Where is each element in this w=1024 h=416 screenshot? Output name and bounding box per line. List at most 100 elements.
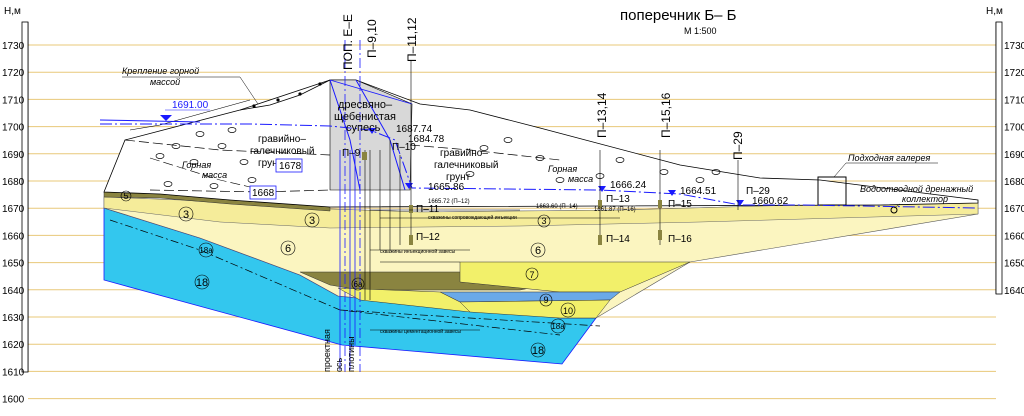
label-sandy-3: супесь <box>346 122 381 134</box>
pebble <box>239 159 249 165</box>
right-axis-label: 1640 <box>1004 286 1024 297</box>
section-p1516: П–15,16 <box>659 92 673 138</box>
pebble <box>217 143 227 149</box>
right-axis-unit: Н,м <box>986 6 1003 17</box>
label-wells-cement: скважины цементационной завесы <box>380 328 461 335</box>
label-gallery: Подходная галерея <box>848 153 930 163</box>
piezo-p16: П–16 <box>668 234 692 245</box>
label-rock-fastening-1: Крепление горной <box>122 66 199 76</box>
pebble <box>189 159 199 165</box>
right-axis-label: 1670 <box>1004 204 1024 215</box>
pebble <box>711 169 721 175</box>
pebble <box>209 183 219 189</box>
pebble <box>247 177 257 183</box>
wl-1684: 1684.78 <box>408 134 445 145</box>
label-rock-mass-left-1: Горная <box>182 160 211 170</box>
right-axis-label: 1720 <box>1004 68 1024 79</box>
label-gravel-right-3: грунт <box>446 172 471 183</box>
left-axis-unit: Н,м <box>4 6 21 17</box>
left-axis-label: 1620 <box>2 340 25 351</box>
right-axis-label: 1650 <box>1004 259 1024 270</box>
right-axis-label: 1680 <box>1004 177 1024 188</box>
left-axis-label: 1600 <box>2 395 25 406</box>
pebble <box>615 157 625 163</box>
pebble <box>659 169 669 175</box>
label-rock-mass-right-2: масса <box>568 174 593 184</box>
pebble <box>465 171 475 177</box>
wl-1664: 1664.51 <box>680 186 717 197</box>
label-wells-accompany: скважины сопровождающей инъекции <box>428 214 517 221</box>
layer-num-3c: 3 <box>541 216 546 226</box>
pebble <box>163 181 173 187</box>
wl-1687: 1687.74 <box>396 124 433 135</box>
label-wells-injection: скважины инъекционной завесы <box>380 248 455 255</box>
left-axis-label: 1710 <box>2 95 25 106</box>
wl-1660: 1660.62 <box>752 196 789 207</box>
piezo-p15: П–15 <box>668 199 692 210</box>
label-sandy-2: щебенистая <box>334 111 396 123</box>
label-design-axis-1: проектная <box>322 329 332 372</box>
label-gravel-left-2: галечниковый <box>250 146 315 157</box>
layer-num-6a2: 6а <box>354 280 363 289</box>
left-axis-label: 1670 <box>2 204 25 215</box>
layer-num-5: 5 <box>123 191 128 201</box>
label-rock-fastening-2: массой <box>150 77 180 87</box>
piezo-p14: П–14 <box>606 234 630 245</box>
right-axis-label: 1710 <box>1004 95 1024 106</box>
layer-num-3b: 3 <box>309 215 315 227</box>
wl-1666: 1666.24 <box>610 180 647 191</box>
piezo-p10: П–10 <box>392 142 416 153</box>
pebble <box>695 177 705 183</box>
left-axis-label: 1640 <box>2 286 25 297</box>
pebble <box>171 143 181 149</box>
layer-num-10: 10 <box>563 306 573 316</box>
label-gravel-left-1: гравийно– <box>258 134 306 145</box>
layer-num-6a: 6 <box>285 243 291 255</box>
label-drain-2: коллектор <box>902 194 948 204</box>
layer-num-6b: 6 <box>535 245 541 257</box>
diagram-title: поперечник Б– Б <box>620 7 737 24</box>
right-axis-labels: 1730 1720 1710 1700 1690 1680 1670 1660 1650 1640 <box>1004 41 1024 297</box>
left-axis-label: 1630 <box>2 313 25 324</box>
wl-1678: 1678 <box>279 161 302 172</box>
piezo-p9: П–9 <box>342 148 361 159</box>
left-axis-label: 1720 <box>2 68 25 79</box>
layer-num-18-bot: 18 <box>532 345 544 357</box>
label-drain-1: Водоотводной дренажный <box>860 184 973 194</box>
pebble <box>555 177 565 183</box>
label-rock-mass-right-1: Горная <box>548 164 577 174</box>
label-gravel-left-3: грунт <box>258 158 283 169</box>
wl-1663: 1663.60 (П–14) <box>536 204 578 210</box>
left-elevation-axis: Н,м 1730 1720 1710 1700 1690 1680 1670 1660 1650… <box>2 6 29 406</box>
left-axis-label: 1730 <box>2 41 25 52</box>
pebble <box>535 155 545 161</box>
section-p1112: П–11,12 <box>405 17 419 62</box>
layer-num-18a-bot: 18а <box>551 322 565 331</box>
left-axis-label: 1610 <box>2 367 25 378</box>
left-axis-label: 1650 <box>2 259 25 270</box>
left-axis-label: 1690 <box>2 150 25 161</box>
layer-num-18: 18 <box>196 277 208 289</box>
rock-mass-pebbles <box>155 127 721 189</box>
layer-num-7: 7 <box>529 270 534 280</box>
label-design-axis-3: плотины <box>346 336 356 372</box>
wl-1691: 1691.00 <box>172 100 209 111</box>
left-axis-label: 1680 <box>2 177 25 188</box>
left-axis-label: 1660 <box>2 231 25 242</box>
pebble <box>479 145 489 151</box>
layer-9-yellow-strip <box>337 287 471 313</box>
left-axis-labels: 1730 1720 1710 1700 1690 1680 1670 1660 1650 1640… <box>2 41 25 406</box>
layer-num-3a: 3 <box>183 209 189 221</box>
wl-1668: 1668 <box>252 188 275 199</box>
left-axis-label: 1700 <box>2 123 25 134</box>
gallery-box <box>817 176 847 206</box>
right-axis-label: 1730 <box>1004 41 1024 52</box>
pebble <box>155 153 165 159</box>
layer-num-9: 9 <box>543 295 548 305</box>
diagram-scale: М 1:500 <box>684 26 717 36</box>
piezo-p13: П–13 <box>606 194 630 205</box>
label-rock-mass-left-2: масса <box>202 170 227 180</box>
wl-1665: 1665.86 <box>428 182 465 193</box>
label-gravel-right-1: гравийно– <box>440 148 488 159</box>
